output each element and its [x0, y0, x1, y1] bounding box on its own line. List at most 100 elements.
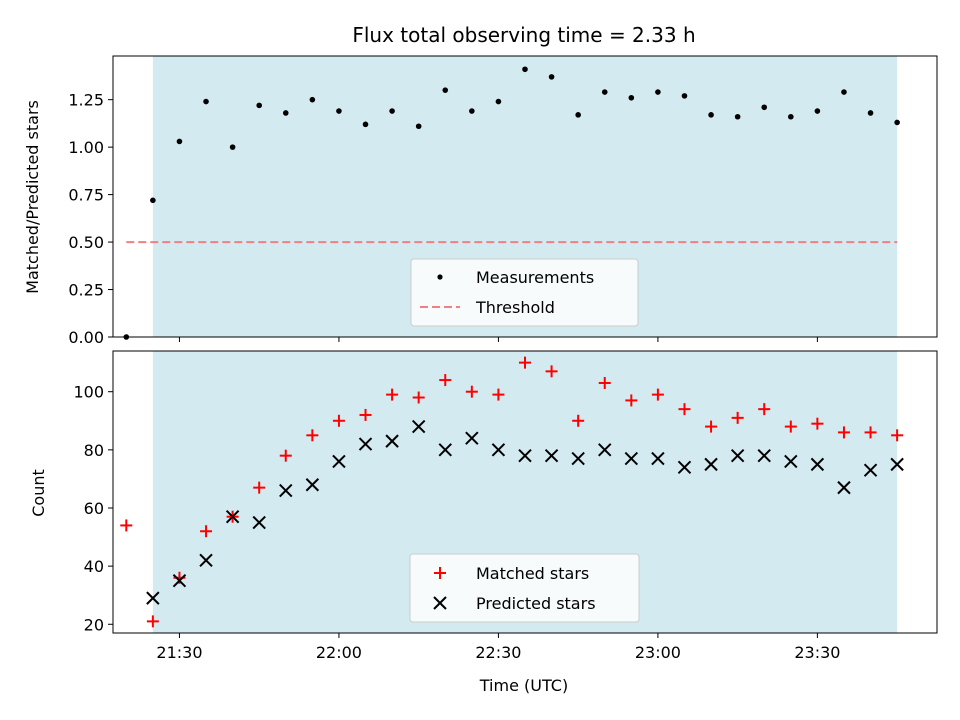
chart-title: Flux total observing time = 2.33 h: [352, 23, 695, 47]
measurement-point: [256, 102, 262, 109]
measurement-point: [229, 144, 236, 150]
predicted-stars-point: [624, 451, 639, 466]
predicted-stars-point: [332, 454, 346, 469]
legend-predicted-label: Predicted stars: [476, 594, 596, 613]
predicted-stars-point: [810, 457, 825, 472]
top-x-axis-ticks: [178, 337, 818, 342]
matched-stars-point: [120, 519, 133, 532]
matched-stars-point: [651, 388, 664, 401]
measurement-point: [469, 108, 475, 114]
y-tick-label: 1.00: [68, 138, 104, 157]
measurement-point: [442, 87, 449, 93]
y-tick-label: 1.25: [68, 91, 104, 110]
top-y-axis-label: Matched/Predicted stars: [23, 100, 42, 294]
predicted-stars-point: [757, 448, 771, 463]
x-tick-label: 23:30: [794, 643, 840, 662]
matched-stars-point: [678, 403, 691, 416]
top-panel-marks: [123, 66, 900, 340]
y-tick-label: 100: [73, 383, 104, 402]
y-tick-label: 0.25: [68, 281, 104, 300]
matched-stars-point: [891, 429, 904, 442]
x-axis-label: Time (UTC): [479, 676, 568, 695]
measurement-point: [176, 138, 183, 145]
matched-stars-point: [306, 429, 319, 442]
matched-stars-point: [200, 525, 213, 538]
measurement-point: [734, 113, 741, 120]
measurement-point: [867, 110, 874, 116]
matched-stars-point: [784, 420, 797, 433]
matched-stars-point: [279, 449, 292, 462]
bottom-panel: 20 40 60 80 100 21:30 22:00 22:30 23:00 23:30 Co…: [29, 350, 938, 695]
top-panel-frame: [112, 55, 938, 338]
legend-predicted-marker: [433, 596, 447, 610]
predicted-stars-point: [544, 448, 559, 463]
predicted-stars-point: [225, 510, 240, 524]
measurement-point: [841, 89, 847, 95]
matched-stars-point: [412, 391, 425, 404]
predicted-stars-point: [305, 478, 320, 492]
predicted-stars-point: [252, 515, 266, 530]
y-tick-label: 0.75: [68, 186, 104, 205]
bottom-x-axis-ticks: 21:30 22:00 22:30 23:00 23:30: [156, 633, 840, 662]
bottom-y-axis-ticks: 20 40 60 80 100: [73, 383, 113, 634]
matched-stars-point: [386, 388, 399, 401]
predicted-stars-point: [598, 443, 612, 457]
legend-measurements-marker: [437, 274, 443, 280]
measurement-point: [362, 121, 369, 128]
measurement-point: [761, 104, 768, 111]
predicted-stars-point: [651, 451, 665, 466]
matched-stars-point: [519, 356, 531, 369]
predicted-stars-point: [199, 553, 213, 568]
legend-measurements-label: Measurements: [476, 268, 594, 287]
y-tick-label: 40: [84, 557, 104, 576]
y-tick-label: 60: [84, 499, 104, 518]
matched-stars-point: [705, 420, 718, 433]
predicted-stars-point: [837, 480, 851, 495]
matched-stars-point: [731, 411, 744, 424]
measurement-point: [203, 98, 209, 105]
measurement-point: [389, 108, 395, 114]
measurement-point: [150, 197, 156, 204]
matched-stars-point: [359, 408, 372, 421]
measurement-point: [788, 113, 794, 120]
predicted-stars-point: [279, 483, 293, 498]
bottom-legend-box: [409, 553, 640, 623]
predicted-stars-point: [704, 457, 718, 472]
predicted-stars-point: [730, 448, 745, 463]
top-legend: Measurements Threshold: [410, 258, 639, 327]
measurement-point: [681, 93, 688, 99]
bottom-panel-frame: [112, 350, 938, 634]
matched-stars-point: [811, 417, 824, 430]
predicted-stars-point: [491, 443, 506, 457]
matched-stars-point: [492, 388, 505, 401]
matched-stars-point: [253, 481, 266, 494]
matched-stars-point: [572, 414, 585, 427]
predicted-stars-point: [411, 419, 426, 434]
predicted-stars-point: [146, 591, 160, 605]
top-panel: 0.00 0.25 0.50 0.75 1.00 1.25 Matched/Predict…: [23, 55, 938, 347]
matched-stars-point: [146, 615, 159, 628]
y-tick-label: 0.00: [68, 328, 104, 347]
measurement-point: [708, 112, 714, 118]
matched-stars-point: [332, 414, 345, 427]
legend-matched-marker: [434, 567, 446, 579]
measurement-point: [495, 98, 502, 105]
matched-stars-point: [837, 426, 850, 439]
predicted-stars-point: [172, 573, 187, 588]
measurement-point: [628, 94, 635, 101]
y-tick-label: 20: [84, 615, 104, 634]
measurement-point: [601, 89, 608, 95]
predicted-stars-point: [863, 463, 878, 477]
predicted-stars-point: [385, 434, 399, 448]
measurement-point: [575, 112, 581, 118]
bottom-legend: Matched stars Predicted stars: [409, 553, 640, 623]
measurement-point: [336, 108, 342, 114]
matched-stars-point: [758, 403, 771, 416]
top-y-axis-ticks: 0.00 0.25 0.50 0.75 1.00 1.25: [68, 91, 113, 347]
top-legend-box: [410, 258, 639, 327]
matched-stars-point: [625, 394, 638, 407]
y-tick-label: 0.50: [68, 233, 104, 252]
predicted-stars-point: [890, 457, 904, 472]
matched-stars-point: [864, 426, 877, 439]
predicted-stars-point: [465, 431, 479, 445]
